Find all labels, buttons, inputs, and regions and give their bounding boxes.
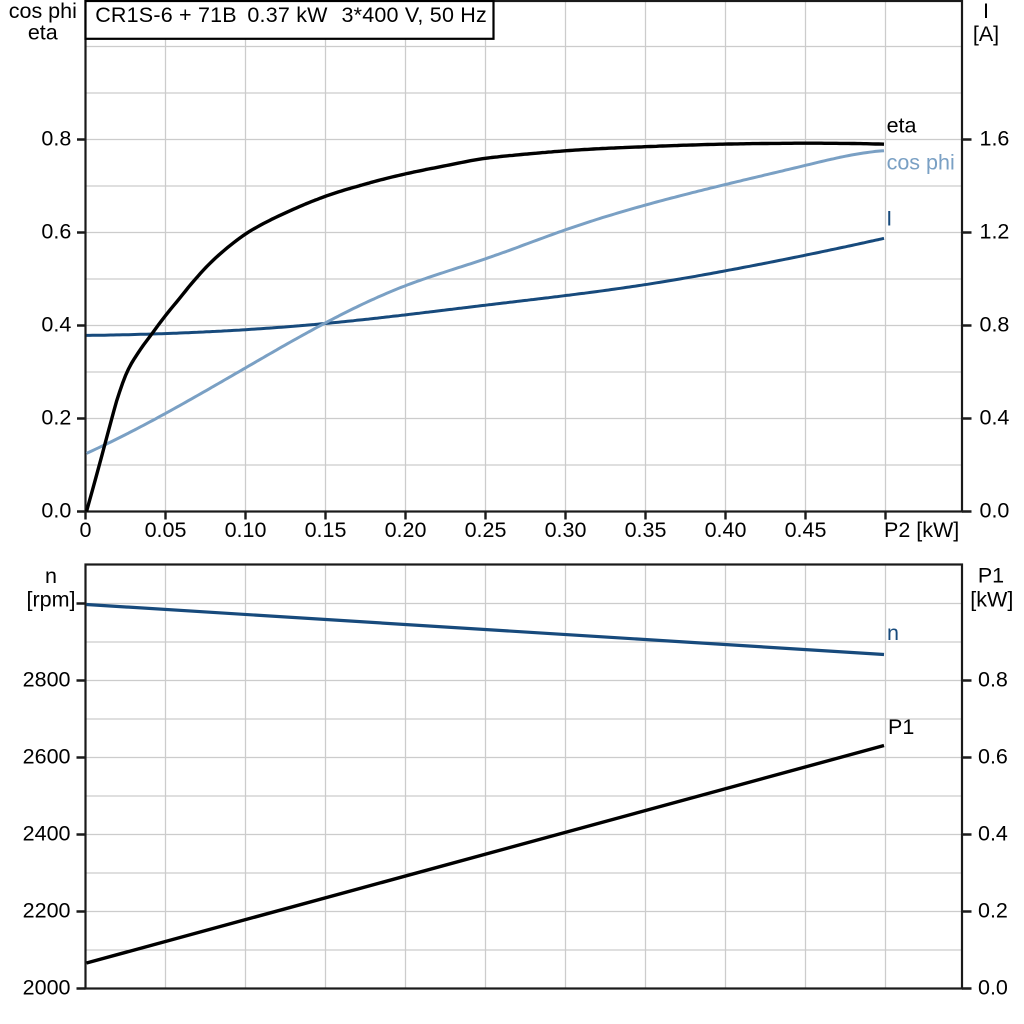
svg-text:0.2: 0.2 [978,898,1008,922]
svg-text:0.6: 0.6 [41,219,71,243]
svg-text:[kW]: [kW] [970,587,1013,611]
svg-text:2000: 2000 [23,975,71,999]
svg-text:P1: P1 [978,564,1004,588]
svg-text:0.10: 0.10 [225,518,267,542]
svg-text:0.0: 0.0 [41,498,71,522]
svg-text:0.8: 0.8 [978,667,1008,691]
svg-text:0: 0 [80,518,92,542]
svg-text:0.37 kW: 0.37 kW [247,3,328,27]
svg-text:0.4: 0.4 [980,405,1010,429]
svg-text:1.2: 1.2 [980,219,1010,243]
svg-text:0.0: 0.0 [980,498,1010,522]
svg-text:n: n [45,564,57,588]
svg-text:2400: 2400 [23,821,71,845]
svg-text:0.4: 0.4 [978,821,1008,845]
svg-text:3*400 V, 50 Hz: 3*400 V, 50 Hz [342,3,487,27]
svg-text:I: I [886,206,892,230]
svg-text:0.40: 0.40 [705,518,747,542]
svg-text:I: I [983,0,989,23]
svg-text:0.15: 0.15 [305,518,347,542]
svg-text:eta: eta [28,21,58,45]
svg-text:[rpm]: [rpm] [27,588,76,612]
svg-text:0.20: 0.20 [385,518,427,542]
svg-text:0.6: 0.6 [978,744,1008,768]
svg-text:0.25: 0.25 [465,518,507,542]
svg-text:n: n [887,621,899,645]
svg-text:P2 [kW]: P2 [kW] [884,518,959,542]
svg-text:0.0: 0.0 [978,975,1008,999]
svg-text:1.6: 1.6 [980,126,1010,150]
svg-text:[A]: [A] [973,22,999,46]
svg-text:0.30: 0.30 [545,518,587,542]
svg-text:0.8: 0.8 [980,312,1010,336]
svg-text:P1: P1 [888,715,914,739]
svg-text:0.8: 0.8 [41,126,71,150]
svg-text:0.2: 0.2 [41,405,71,429]
svg-text:2800: 2800 [23,667,71,691]
svg-text:0.35: 0.35 [625,518,667,542]
svg-text:CR1S-6 + 71B: CR1S-6 + 71B [95,3,237,27]
svg-text:cos phi: cos phi [887,150,955,174]
svg-text:cos phi: cos phi [9,0,77,23]
svg-text:2200: 2200 [23,898,71,922]
svg-text:eta: eta [887,113,917,137]
svg-text:0.4: 0.4 [41,312,71,336]
svg-text:2600: 2600 [23,744,71,768]
svg-text:0.45: 0.45 [785,518,827,542]
svg-text:0.05: 0.05 [145,518,187,542]
